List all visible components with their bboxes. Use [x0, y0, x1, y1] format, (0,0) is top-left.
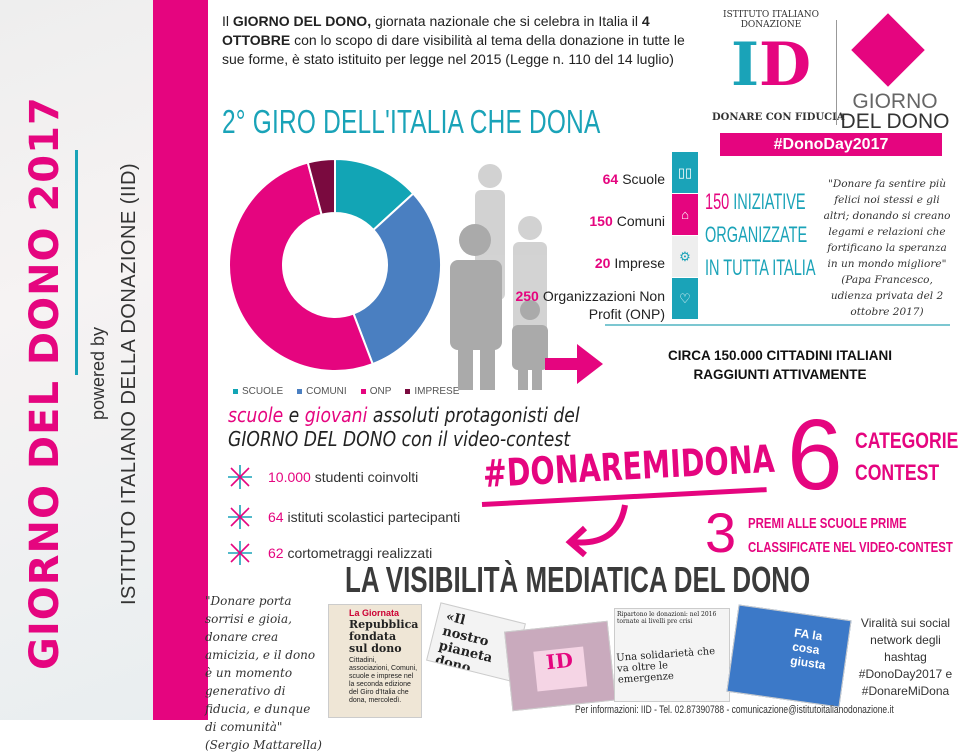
heart-icon: ♡: [672, 278, 698, 319]
citizens-reached: CIRCA 150.000 CITTADINI ITALIANI RAGGIUNT…: [667, 348, 893, 382]
gdd-logo-text: GIORNO DEL DONO: [840, 90, 950, 133]
bullet-item: 62 cortometraggi realizzati: [228, 541, 432, 565]
intro-text: Il GIORNO DEL DONO, giornata nazionale c…: [222, 13, 685, 67]
donut-slice-onp: [228, 161, 374, 372]
papa-quote: "Donare fa sentire più felici noi stessi…: [823, 178, 951, 318]
participant-count: 250 Organizzazioni Non Profit (ONP): [515, 288, 665, 322]
gears-icon: ⚙: [672, 236, 698, 277]
category-icons: ▯▯ ⌂ ⚙ ♡: [672, 152, 698, 320]
arrow-right-icon: [545, 344, 603, 384]
powered-by: powered by: [88, 326, 108, 420]
asterisk-icon: [228, 505, 252, 529]
tv-screenshot: FA la cosa giusta: [726, 604, 852, 708]
logo-ring-text: ISTITUTO ITALIANO DONAZIONE: [723, 10, 819, 30]
divider: [836, 20, 837, 125]
book-icon: ▯▯: [672, 152, 698, 193]
legend-label: SCUOLE: [242, 386, 284, 397]
participant-count: 64 Scuole: [602, 171, 665, 187]
legend-swatch: [297, 388, 303, 394]
legend-swatch: [405, 388, 411, 394]
initiatives-text: 150 INIZIATIVE ORGANIZZATE IN TUTTA ITALIA: [705, 189, 816, 280]
prizes-label: PREMI ALLE SCUOLE PRIME CLASSIFICATE NEL …: [748, 515, 953, 556]
page-title: 2° GIRO DELL'ITALIA CHE DONA: [222, 103, 601, 140]
news-clipping: Ripartono le donazioni: nel 2016 tornate…: [614, 608, 730, 702]
donut-chart: [228, 157, 442, 372]
bullet-item: 10.000 studenti coinvolti: [228, 465, 418, 489]
donut-slice-imprese: [306, 157, 336, 216]
legend-swatch: [360, 388, 366, 394]
logo-tagline: DONARE CON FIDUCIA: [712, 112, 845, 123]
asterisk-icon: [228, 465, 252, 489]
legend-label: ONP: [369, 386, 392, 397]
people-icon: [450, 164, 548, 390]
footer-contact: Per informazioni: IID - Tel. 02.87390788…: [575, 704, 894, 716]
curved-arrow-icon: [565, 504, 628, 558]
legend-item: ONP: [360, 386, 392, 397]
sidebar-org: ISTITUTO ITALIANO DELLA DONAZIONE (IID): [118, 162, 140, 605]
legend-item: SCUOLE: [233, 386, 283, 397]
bullet-item: 64 istituti scolastici partecipanti: [228, 505, 460, 529]
asterisk-icon: [228, 541, 252, 565]
legend-item: IMPRESE: [405, 386, 459, 397]
legend-label: IMPRESE: [414, 386, 460, 397]
legend-item: COMUNI: [297, 386, 347, 397]
pink-strip: [153, 0, 208, 720]
chart-legend: SCUOLE COMUNI ONP IMPRESE: [233, 386, 459, 397]
prizes-number: 3: [705, 501, 737, 564]
participant-count: 150 Comuni: [589, 213, 665, 229]
donut-slice-comuni: [352, 192, 442, 366]
iid-logo: ISTITUTO ITALIANO DONAZIONE ID: [712, 10, 830, 130]
categories-number: 6: [787, 399, 843, 511]
logo-letter: D: [759, 30, 812, 100]
participant-count: 20 Imprese: [594, 255, 665, 271]
mattarella-quote: "Donare porta sorrisi e gioia, donare cr…: [205, 594, 322, 752]
legend-label: COMUNI: [306, 386, 347, 397]
categories-label: CATEGORIE CONTEST: [855, 428, 959, 485]
participants-list: 64 Scuole 150 Comuni 20 Imprese 250 Organizzazi…: [505, 158, 665, 326]
divider: [605, 324, 950, 326]
building-icon: ⌂: [672, 194, 698, 235]
media-title: LA VISIBILITÀ MEDIATICA DEL DONO: [345, 559, 811, 600]
hashtag-banner: #DonoDay2017: [720, 133, 942, 156]
legend-swatch: [233, 388, 238, 394]
viral-text: Viralità sui social network degli hashta…: [858, 616, 953, 698]
logo-letter: I: [730, 30, 760, 100]
gdd-logo-icon: [851, 13, 925, 87]
youth-heading: scuole e giovani assoluti protagonisti d…: [228, 403, 580, 451]
tv-screenshot: ID: [504, 620, 616, 712]
news-clipping: La Giornata Repubblica fondata sul dono …: [328, 604, 422, 718]
divider: [75, 150, 78, 375]
sidebar-title: GIORNO DEL DONO 2017: [22, 96, 68, 670]
